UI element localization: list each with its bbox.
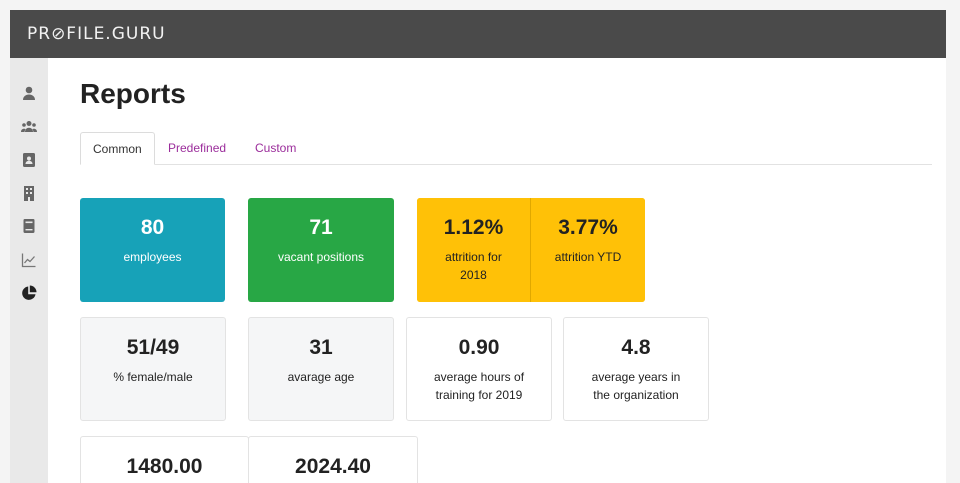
metric-2024-value: 2024.40 — [295, 455, 371, 478]
attrition-2018-card[interactable]: 1.12% attrition for 2018 — [417, 198, 530, 302]
pie-chart-icon[interactable] — [21, 285, 37, 301]
metric-1480-value: 1480.00 — [126, 455, 203, 478]
gender-ratio-card[interactable]: 51/49 % female/male — [80, 317, 226, 421]
vacant-positions-card[interactable]: 71 vacant positions — [248, 198, 394, 302]
metric-card-2024[interactable]: 2024.40 — [248, 436, 418, 483]
tenure-card[interactable]: 4.8 average years in the organization — [563, 317, 709, 421]
tab-custom[interactable]: Custom — [255, 141, 297, 155]
tab-common[interactable]: Common — [80, 132, 155, 165]
chart-line-icon[interactable] — [21, 252, 37, 268]
training-hours-label-line2: training for 2019 — [435, 388, 523, 402]
vacant-positions-value: 71 — [309, 216, 333, 239]
tenure-label-line2: the organization — [593, 388, 679, 402]
users-icon[interactable] — [21, 119, 37, 135]
employees-label: employees — [123, 250, 182, 264]
tenure-value: 4.8 — [621, 336, 651, 359]
metric-card-1480[interactable]: 1480.00 — [80, 436, 249, 483]
page-title: Reports — [80, 78, 186, 109]
tab-predefined[interactable]: Predefined — [168, 141, 227, 155]
attrition-2018-label-line1: attrition for — [445, 250, 502, 264]
user-icon[interactable] — [21, 85, 37, 101]
attrition-2018-label-line2: 2018 — [460, 268, 487, 282]
tab-bar: Common Predefined Custom — [80, 132, 932, 165]
employees-card[interactable]: 80 employees — [80, 198, 225, 302]
attrition-ytd-card[interactable]: 3.77% attrition YTD — [531, 198, 645, 302]
gender-ratio-label: % female/male — [113, 370, 193, 384]
tenure-label-line1: average years in — [591, 370, 681, 384]
attrition-ytd-value: 3.77% — [558, 216, 618, 239]
top-bar: PR⊘FILE.GURU — [10, 10, 946, 58]
training-hours-card[interactable]: 0.90 average hours of training for 2019 — [406, 317, 552, 421]
employees-value: 80 — [140, 216, 165, 239]
attrition-group: 1.12% attrition for 2018 3.77% attrition… — [417, 198, 645, 302]
app-logo[interactable]: PR⊘FILE.GURU — [27, 24, 166, 44]
contact-card-icon[interactable] — [21, 152, 37, 168]
sidebar — [10, 58, 48, 483]
attrition-ytd-label: attrition YTD — [554, 250, 622, 264]
app-window: PR⊘FILE.GURU Reports Common Predefined — [10, 10, 946, 483]
vacant-positions-label: vacant positions — [277, 250, 365, 264]
average-age-card[interactable]: 31 avarage age — [248, 317, 394, 421]
building-icon[interactable] — [21, 185, 37, 201]
training-hours-label-line1: average hours of — [433, 370, 525, 384]
training-hours-value: 0.90 — [458, 336, 500, 359]
book-icon[interactable] — [21, 218, 37, 234]
attrition-2018-value: 1.12% — [443, 216, 504, 239]
average-age-value: 31 — [309, 336, 333, 359]
average-age-label: avarage age — [287, 370, 355, 384]
main-content: Reports Common Predefined Custom 80 empl… — [48, 58, 946, 483]
gender-ratio-value: 51/49 — [126, 336, 180, 359]
attrition-divider — [530, 198, 531, 302]
